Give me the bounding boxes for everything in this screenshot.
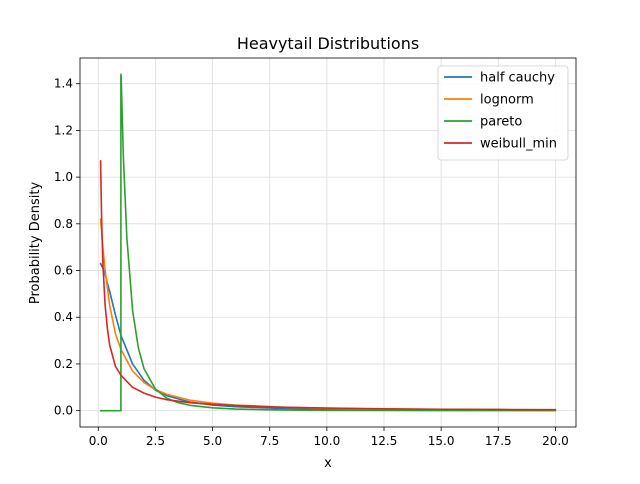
plot-area-frame <box>79 57 577 428</box>
x-tick-label: 15.0 <box>428 434 455 448</box>
chart-title: Heavytail Distributions <box>237 34 419 53</box>
x-tick-label: 7.5 <box>260 434 279 448</box>
legend-box <box>437 65 569 161</box>
y-tick-label: 0.6 <box>54 264 73 278</box>
x-axis-label: x <box>324 456 332 471</box>
x-tick-label: 5.0 <box>203 434 222 448</box>
y-axis-label: Probability Density <box>28 182 43 305</box>
axis-ticks: 0.0 2.5 5.0 7.5 10.0 12.5 15.0 17.5 20.0 0.0 0.2 0.… <box>54 77 569 448</box>
legend-label: half cauchy <box>480 71 555 86</box>
plot-series <box>99 73 557 412</box>
series-line-weibull-min <box>99 159 557 411</box>
x-tick-label: 2.5 <box>146 434 165 448</box>
y-tick-label: 1.4 <box>54 77 73 91</box>
y-tick-label: 0.4 <box>54 310 73 324</box>
legend: half cauchy lognorm pareto weibull_min <box>437 65 569 161</box>
x-tick-label: 20.0 <box>542 434 569 448</box>
y-tick-label: 1.2 <box>54 123 73 137</box>
x-tick-label: 12.5 <box>371 434 398 448</box>
legend-label: lognorm <box>480 93 534 108</box>
series-line-pareto <box>99 73 557 412</box>
legend-label: weibull_min <box>480 137 557 152</box>
y-tick-label: 1.0 <box>54 170 73 184</box>
x-tick-label: 10.0 <box>313 434 340 448</box>
y-tick-label: 0.2 <box>54 357 73 371</box>
y-tick-label: 0.0 <box>54 404 73 418</box>
x-tick-label: 17.5 <box>485 434 512 448</box>
y-tick-label: 0.8 <box>54 217 73 231</box>
x-tick-label: 0.0 <box>89 434 108 448</box>
legend-label: pareto <box>480 115 522 130</box>
